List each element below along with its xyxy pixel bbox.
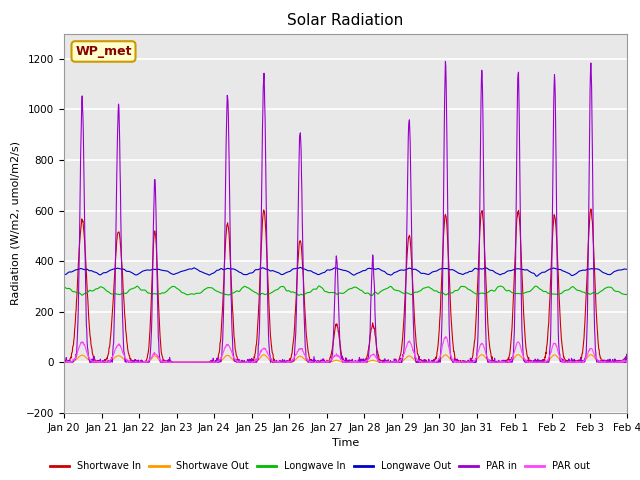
PAR in <box>487 358 495 364</box>
Shortwave Out <box>587 352 595 358</box>
Title: Solar Radiation: Solar Radiation <box>287 13 404 28</box>
Shortwave Out <box>623 359 631 365</box>
PAR in <box>623 355 631 360</box>
PAR in <box>442 59 449 64</box>
Shortwave In <box>162 360 170 365</box>
Longwave Out <box>623 266 631 272</box>
Longwave Out <box>274 269 282 275</box>
PAR out <box>172 360 180 365</box>
Shortwave In <box>486 348 494 354</box>
Shortwave In <box>623 354 631 360</box>
PAR out <box>223 342 230 348</box>
Y-axis label: Radiation (W/m2, umol/m2/s): Radiation (W/m2, umol/m2/s) <box>10 141 20 305</box>
PAR in <box>61 360 68 365</box>
PAR out <box>623 358 631 363</box>
Longwave In <box>550 291 557 297</box>
PAR in <box>223 106 230 112</box>
Longwave Out <box>223 266 230 272</box>
Legend: Shortwave In, Shortwave Out, Longwave In, Longwave Out, PAR in, PAR out: Shortwave In, Shortwave Out, Longwave In… <box>46 457 594 475</box>
PAR out <box>487 359 495 364</box>
Shortwave In <box>172 360 180 365</box>
Longwave In <box>623 291 631 297</box>
Line: Shortwave Out: Shortwave Out <box>64 355 627 362</box>
Line: PAR in: PAR in <box>64 61 627 362</box>
PAR in <box>550 130 557 136</box>
Shortwave In <box>549 226 557 231</box>
Longwave In <box>315 283 323 289</box>
Longwave In <box>368 293 376 299</box>
Shortwave Out <box>486 359 494 365</box>
PAR in <box>60 356 68 362</box>
PAR out <box>274 360 282 365</box>
Shortwave Out <box>223 352 230 358</box>
PAR out <box>550 341 557 347</box>
Longwave In <box>161 289 169 295</box>
Line: Shortwave In: Shortwave In <box>64 209 627 362</box>
PAR out <box>442 334 450 339</box>
Longwave Out <box>60 271 68 277</box>
Shortwave Out <box>172 360 180 365</box>
Longwave In <box>274 287 282 292</box>
Text: WP_met: WP_met <box>76 45 132 58</box>
X-axis label: Time: Time <box>332 438 359 448</box>
Longwave In <box>223 291 230 297</box>
Shortwave In <box>223 222 230 228</box>
Shortwave Out <box>61 360 68 365</box>
Longwave In <box>60 284 68 289</box>
Longwave Out <box>296 264 304 270</box>
Longwave In <box>487 288 495 293</box>
Shortwave Out <box>162 360 170 365</box>
PAR in <box>162 358 170 363</box>
PAR out <box>60 359 68 365</box>
Longwave In <box>172 285 180 290</box>
Longwave Out <box>550 265 557 271</box>
Longwave Out <box>172 271 180 276</box>
Shortwave Out <box>549 353 557 359</box>
PAR in <box>274 358 282 364</box>
Shortwave Out <box>60 359 68 365</box>
PAR in <box>172 360 180 365</box>
Shortwave In <box>587 206 595 212</box>
Shortwave In <box>61 360 68 365</box>
Shortwave In <box>60 358 68 363</box>
Shortwave In <box>274 360 282 365</box>
Line: Longwave Out: Longwave Out <box>64 267 627 276</box>
PAR out <box>61 360 68 365</box>
Longwave Out <box>161 268 169 274</box>
Line: Longwave In: Longwave In <box>64 286 627 296</box>
Line: PAR out: PAR out <box>64 336 627 362</box>
Shortwave Out <box>274 360 282 365</box>
Longwave Out <box>486 267 494 273</box>
PAR out <box>162 360 170 365</box>
Longwave Out <box>533 273 541 279</box>
